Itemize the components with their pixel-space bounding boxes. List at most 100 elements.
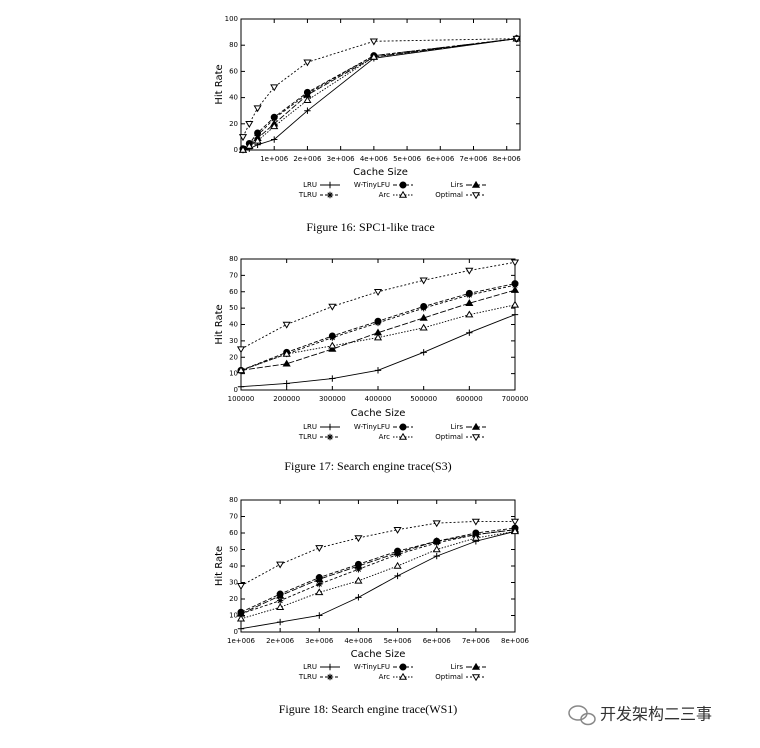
y-tick-label: 0 xyxy=(234,628,238,636)
legend-marker xyxy=(471,180,481,188)
marker xyxy=(419,313,428,321)
y-tick-label: 10 xyxy=(229,370,238,378)
marker xyxy=(328,303,337,311)
marker xyxy=(465,299,474,306)
legend-label: Arc xyxy=(379,673,391,681)
series-line xyxy=(240,529,516,615)
marker xyxy=(282,359,291,367)
series-line xyxy=(242,38,517,150)
marker xyxy=(432,545,441,553)
legend-marker xyxy=(326,181,334,189)
marker xyxy=(304,107,311,114)
series-line xyxy=(240,284,516,371)
marker xyxy=(511,282,519,289)
plot-frame xyxy=(240,18,521,151)
marker xyxy=(433,539,440,547)
legend-label: Arc xyxy=(379,191,391,199)
marker xyxy=(369,38,378,46)
legend-label: Optimal xyxy=(435,191,463,199)
legend-label: TLRU xyxy=(298,433,317,441)
legend-marker xyxy=(399,423,407,431)
x-tick-label: 100000 xyxy=(228,395,255,403)
legend-marker xyxy=(471,434,481,442)
marker xyxy=(315,588,324,596)
x-axis-label: Cache Size xyxy=(353,167,408,178)
marker xyxy=(316,580,323,588)
marker xyxy=(510,518,520,526)
marker xyxy=(238,134,248,142)
y-tick-label: 20 xyxy=(229,595,238,603)
x-tick-label: 300000 xyxy=(319,395,346,403)
y-tick-label: 70 xyxy=(229,513,238,521)
y-axis-label: Hit Rate xyxy=(214,64,225,104)
y-axis-label: Hit Rate xyxy=(214,304,225,344)
legend-label: TLRU xyxy=(298,673,317,681)
y-tick-label: 30 xyxy=(229,337,238,345)
legend-label: Optimal xyxy=(435,433,463,441)
marker xyxy=(465,310,474,318)
figure-caption: Figure 18: Search engine trace(WS1) xyxy=(279,702,458,716)
series-line xyxy=(242,38,517,138)
y-tick-label: 60 xyxy=(229,288,238,296)
x-tick-label: 7e+006 xyxy=(460,155,489,163)
marker xyxy=(270,84,279,92)
legend-label: Lirs xyxy=(451,663,464,671)
x-tick-label: 2e+006 xyxy=(266,637,295,645)
marker xyxy=(271,136,278,143)
legend-label: TLRU xyxy=(298,191,317,199)
marker xyxy=(276,561,285,569)
marker xyxy=(374,319,382,327)
x-tick-label: 4e+006 xyxy=(360,155,389,163)
y-tick-label: 80 xyxy=(229,41,238,49)
marker xyxy=(237,610,245,618)
x-axis-label: Cache Size xyxy=(351,408,406,419)
legend-marker xyxy=(326,673,334,681)
series-line xyxy=(240,530,516,620)
legend-marker xyxy=(326,433,334,441)
x-tick-label: 3e+006 xyxy=(305,637,334,645)
legend-marker xyxy=(471,674,481,682)
x-tick-label: 1e+006 xyxy=(227,637,256,645)
marker xyxy=(245,141,254,149)
legend-label: LRU xyxy=(303,423,317,431)
marker xyxy=(282,349,291,357)
legend-label: Lirs xyxy=(451,423,464,431)
marker xyxy=(328,344,337,352)
legend-label: LRU xyxy=(303,181,317,189)
y-tick-label: 100 xyxy=(225,15,238,23)
legend-marker xyxy=(399,181,407,189)
marker xyxy=(304,90,311,97)
marker xyxy=(393,526,402,534)
marker xyxy=(238,145,248,153)
marker xyxy=(236,346,246,354)
x-tick-label: 400000 xyxy=(365,395,392,403)
marker xyxy=(420,304,427,312)
legend-marker xyxy=(398,190,408,198)
legend-label: Lirs xyxy=(451,181,464,189)
x-tick-label: 6e+006 xyxy=(423,637,452,645)
y-axis-label: Hit Rate xyxy=(214,546,225,586)
legend-marker xyxy=(326,663,334,671)
y-tick-label: 10 xyxy=(229,612,238,620)
x-tick-label: 500000 xyxy=(410,395,437,403)
marker xyxy=(329,375,336,382)
x-tick-label: 1e+006 xyxy=(260,155,289,163)
marker xyxy=(237,625,245,632)
marker xyxy=(374,367,382,374)
marker xyxy=(276,603,285,610)
legend-label: Optimal xyxy=(435,673,463,681)
legend-label: LRU xyxy=(303,663,317,671)
y-tick-label: 60 xyxy=(229,67,238,75)
x-tick-label: 2e+006 xyxy=(293,155,322,163)
legend-marker xyxy=(399,663,407,671)
marker xyxy=(355,594,362,601)
y-tick-label: 80 xyxy=(229,496,238,504)
marker xyxy=(466,291,473,299)
y-tick-label: 60 xyxy=(229,529,238,537)
marker xyxy=(512,35,521,43)
legend-marker xyxy=(326,191,334,199)
marker xyxy=(271,115,278,122)
marker xyxy=(245,121,254,128)
legend-label: W-TinyLFU xyxy=(354,423,390,431)
x-tick-label: 8e+006 xyxy=(501,637,530,645)
